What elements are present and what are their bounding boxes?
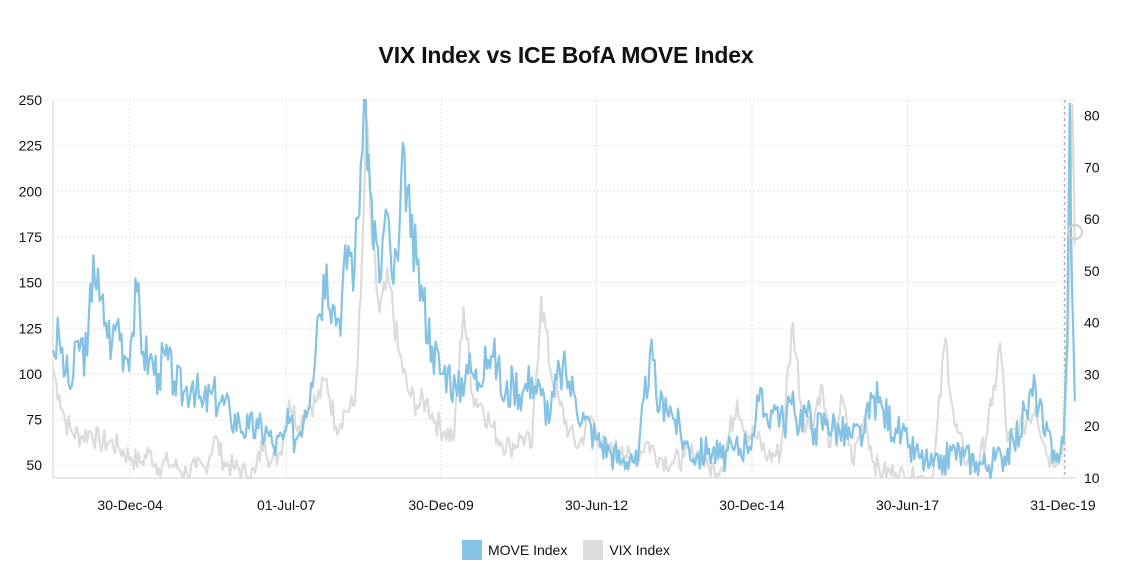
- y-left-tick-label: 50: [26, 457, 42, 473]
- legend-swatch-vix: [583, 540, 604, 560]
- y-left-tick-label: 225: [19, 138, 43, 154]
- y-left-tick-label: 125: [19, 320, 43, 336]
- y-left-tick-label: 100: [19, 366, 43, 382]
- legend: MOVE Index VIX Index: [0, 540, 1132, 560]
- series-line-vix: [51, 104, 1076, 480]
- y-left-tick-label: 200: [19, 183, 43, 199]
- x-tick-label: 31-Dec-19: [1030, 497, 1096, 513]
- x-tick-label: 30-Dec-09: [408, 497, 474, 513]
- x-tick-label: 30-Jun-12: [565, 497, 628, 513]
- chart-title: VIX Index vs ICE BofA MOVE Index: [378, 42, 754, 68]
- grid: [52, 99, 1076, 479]
- y-left-tick-label: 150: [19, 275, 43, 291]
- y-right-tick-label: 30: [1084, 366, 1100, 382]
- y-right-tick-label: 50: [1084, 263, 1100, 279]
- x-tick-label: 30-Dec-04: [97, 497, 163, 513]
- y-left-tick-label: 75: [26, 412, 42, 428]
- y-right-tick-label: 80: [1084, 108, 1100, 124]
- legend-label-move: MOVE Index: [487, 542, 568, 558]
- x-tick-label: 30-Jun-17: [876, 497, 939, 513]
- x-tick-label: 01-Jul-07: [257, 497, 316, 513]
- legend-label-vix: VIX Index: [609, 542, 671, 558]
- chart-svg: 50 75 100 125 150 175 200 225 250 10 20 30 40 50 60 70 8…: [19, 92, 1100, 513]
- legend-swatch-move: [461, 540, 482, 560]
- series-layer: [51, 98, 1083, 480]
- series-line-move: [51, 98, 1076, 480]
- y-right-tick-label: 40: [1084, 315, 1100, 331]
- y-right-tick-label: 10: [1084, 470, 1100, 486]
- y-left-tick-label: 175: [19, 229, 43, 245]
- y-right-tick-label: 20: [1084, 418, 1100, 434]
- legend-item-move[interactable]: MOVE Index: [461, 540, 568, 560]
- y-right-tick-label: 60: [1084, 211, 1100, 227]
- legend-item-vix[interactable]: VIX Index: [583, 540, 670, 560]
- highlight-point-marker: [1067, 224, 1083, 241]
- y-left-tick-label: 250: [19, 92, 43, 108]
- y-right-tick-label: 70: [1084, 159, 1100, 175]
- axes: 50 75 100 125 150 175 200 225 250 10 20 30 40 50 60 70 8…: [19, 92, 1100, 513]
- x-tick-label: 30-Dec-14: [719, 497, 785, 513]
